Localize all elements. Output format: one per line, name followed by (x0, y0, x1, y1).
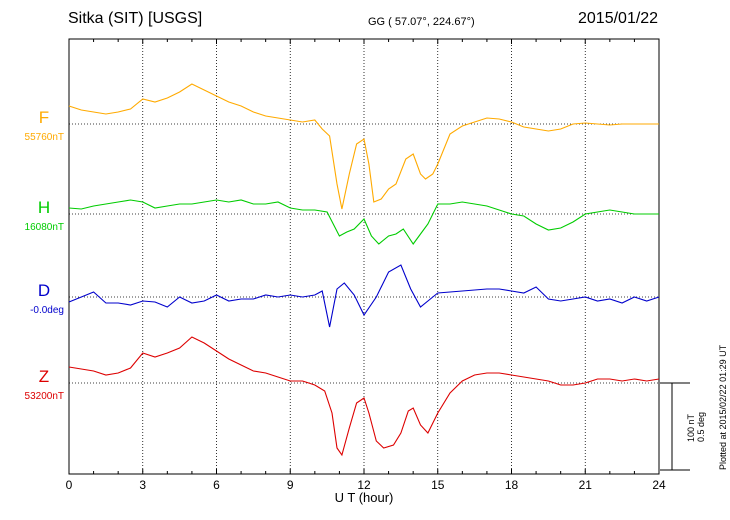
x-tick-label: 21 (579, 478, 593, 492)
series-name-h: H (38, 198, 50, 217)
x-tick-label: 24 (652, 478, 666, 492)
series-name-d: D (38, 281, 50, 300)
coordinates-label: GG ( 57.07°, 224.67°) (368, 16, 475, 28)
scale-deg-label: 0.5 deg (696, 411, 706, 442)
series-name-f: F (39, 108, 49, 127)
series-line-z (68, 336, 660, 457)
series-line-h (68, 199, 659, 245)
x-tick-label: 9 (287, 478, 294, 492)
series-baseline-z: 53200nT (25, 391, 64, 402)
scale-nt-label: 100 nT (686, 413, 696, 442)
station-title: Sitka (SIT) [USGS] (68, 10, 203, 27)
x-tick-label: 18 (505, 478, 519, 492)
series-name-z: Z (39, 367, 49, 386)
series-group: F 55760nT H 16080nT D -0.0deg Z 53200nT (25, 83, 660, 457)
x-axis: 0 3 6 9 12 15 18 21 24 U T (hour) (66, 39, 666, 505)
series-line-f (68, 83, 659, 210)
x-tick-label: 0 (66, 478, 73, 492)
date-label: 2015/01/22 (578, 10, 659, 27)
scale-bar (660, 382, 690, 471)
series-baseline-f: 55760nT (25, 132, 64, 143)
x-axis-label: U T (hour) (335, 490, 394, 505)
x-tick-label: 15 (431, 478, 445, 492)
series-baseline-d: -0.0deg (30, 305, 64, 316)
x-tick-label: 12 (357, 478, 371, 492)
grid (68, 38, 660, 475)
series-baseline-h: 16080nT (25, 222, 64, 233)
series-line-d (68, 264, 660, 328)
x-tick-label: 6 (213, 478, 220, 492)
x-tick-label: 3 (139, 478, 146, 492)
plotted-timestamp: Plotted at 2015/02/22 01:29 UT (718, 344, 728, 470)
